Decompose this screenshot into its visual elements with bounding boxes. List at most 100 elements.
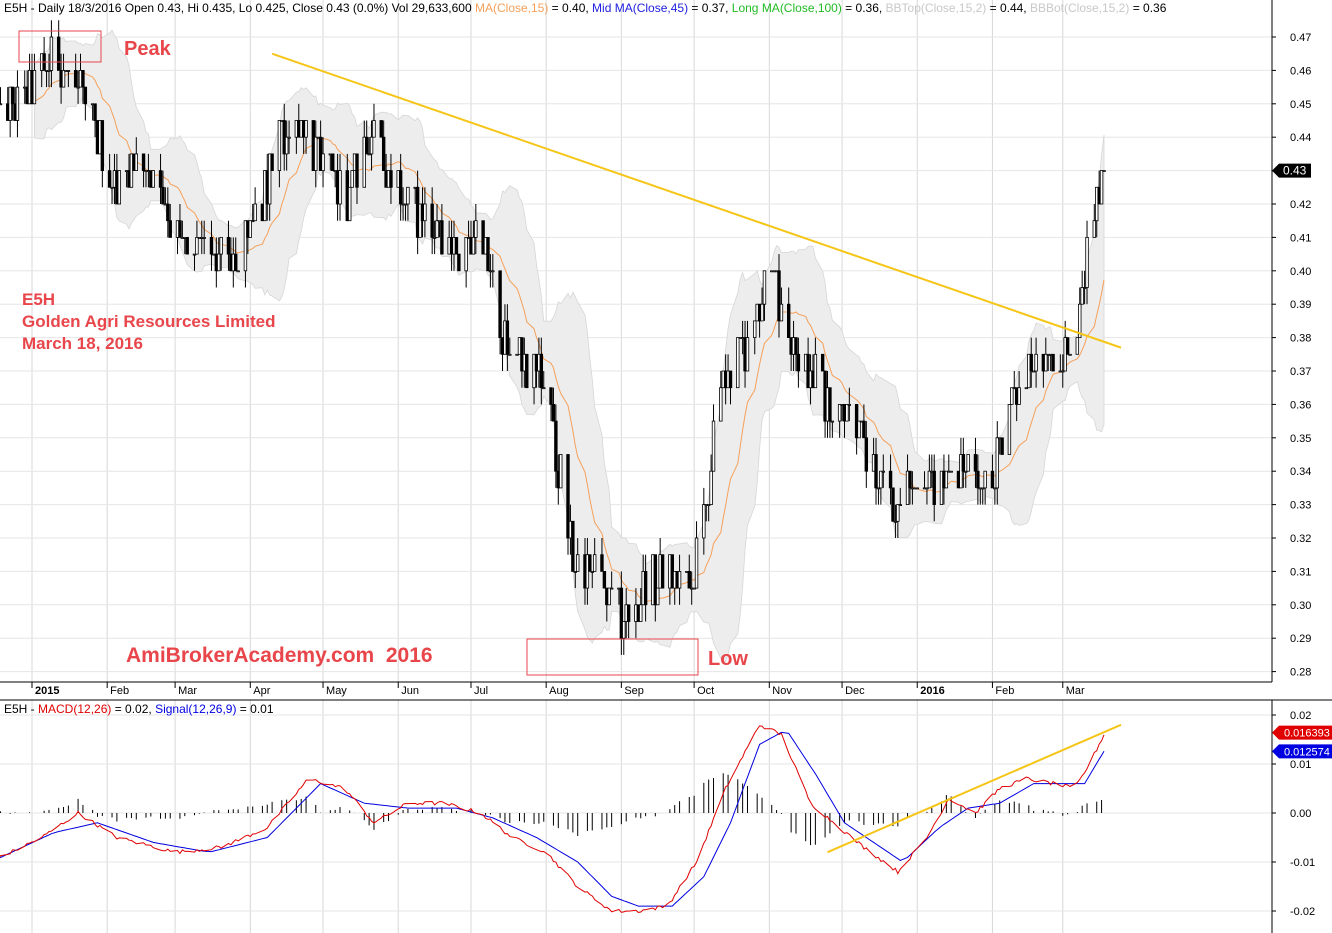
price-bar-body	[454, 236, 459, 255]
company-label: Golden Agri Resources Limited	[22, 312, 275, 331]
price-bar-body	[619, 587, 624, 639]
price-bar-body	[1010, 387, 1014, 405]
price-bar-body	[709, 470, 713, 506]
price-bar-body	[896, 504, 900, 522]
price-bar-body	[1031, 370, 1036, 373]
price-bar-body	[369, 136, 374, 155]
last-price-marker: 0.43	[1272, 163, 1311, 178]
price-bar-body	[559, 454, 563, 489]
price-bar-body	[830, 420, 835, 423]
ma-value: = 0.40,	[548, 1, 592, 15]
bbbot-label: BBBot(Close,15,2)	[1030, 1, 1129, 15]
longma-prefix: Long	[732, 1, 762, 15]
price-bar-body	[828, 387, 832, 422]
price-tick-label: 0.47	[1290, 32, 1311, 44]
price-bar-body	[711, 420, 716, 472]
price-bar-body	[554, 420, 558, 472]
price-bars	[0, 20, 1106, 655]
price-trendline	[271, 52, 1122, 349]
price-bar-body	[219, 236, 223, 255]
price-bar-body	[692, 587, 696, 590]
month-label: Oct	[697, 685, 714, 697]
price-bar-body	[515, 353, 519, 356]
price-bar-body	[694, 537, 699, 589]
price-tick-label: 0.29	[1290, 633, 1311, 645]
price-bar-body	[719, 387, 723, 422]
price-bar-body	[566, 454, 570, 539]
price-bar-body	[592, 554, 597, 572]
price-bar-body	[1024, 387, 1029, 390]
macd-label: MACD(12,26)	[38, 702, 111, 716]
price-bar-body	[270, 153, 274, 171]
price-bar-body	[217, 253, 221, 272]
bbtop-value: = 0.44,	[986, 1, 1030, 15]
signal-label: Signal(12,26,9)	[155, 702, 236, 716]
price-tick-label: 0.46	[1290, 65, 1311, 77]
price-bar-body	[486, 236, 490, 272]
price-bar-body	[702, 504, 706, 539]
price-tick-label: 0.40	[1290, 266, 1311, 278]
price-bar-body	[32, 70, 37, 105]
price-bar-body	[432, 236, 437, 239]
price-bar-body	[1061, 370, 1065, 373]
month-label: Dec	[845, 685, 865, 697]
price-bar-body	[706, 504, 711, 507]
price-bar-body	[398, 170, 403, 205]
month-label: 2016	[920, 685, 944, 697]
price-bar-body	[457, 253, 461, 272]
price-bar-body	[464, 236, 468, 272]
price-bar-body	[49, 36, 54, 71]
watermark-label: AmiBrokerAcademy.com 2016	[126, 644, 433, 667]
price-bar-body	[1000, 437, 1004, 455]
price-bar-body	[551, 403, 556, 422]
price-bar-body	[505, 320, 510, 355]
midma-label: MA(Close,45)	[615, 1, 688, 15]
price-bar-body	[236, 270, 240, 273]
low-box	[526, 638, 699, 676]
price-bar-body	[762, 270, 767, 305]
price-bar-body	[864, 437, 869, 472]
price-bar-body	[787, 303, 791, 339]
price-header: E5H - Daily 18/3/2016 Open 0.43, Hi 0.43…	[4, 1, 1167, 15]
price-tick-label: 0.39	[1290, 299, 1311, 311]
date-axis-labels: 2015 Feb Mar Apr May Jun Jul Aug Sep Oct Nov Dec 201…	[31, 682, 1085, 697]
price-bar-body	[961, 454, 966, 472]
price-bar-body	[539, 353, 544, 389]
price-bar-body	[1017, 387, 1021, 405]
price-bar-body	[796, 353, 801, 372]
price-bar-body	[141, 153, 146, 171]
price-bar-body	[117, 170, 122, 205]
price-axis-ticks: 0.47 0.46 0.45 0.44 0.43 0.42 0.41 0.40 0.39 0.38…	[1272, 32, 1311, 679]
price-bar-body	[602, 571, 607, 589]
month-label: 2015	[35, 685, 59, 697]
price-bar-body	[1080, 287, 1084, 305]
price-bar-body	[862, 420, 866, 439]
price-bar-body	[403, 203, 408, 206]
price-bar-body	[287, 136, 291, 139]
month-label: Mar	[178, 685, 197, 697]
price-bar-body	[321, 153, 325, 171]
price-bar-body	[83, 86, 88, 105]
price-bar-body	[362, 136, 366, 188]
price-bar-body	[656, 587, 660, 606]
signal-value: = 0.01	[236, 702, 273, 716]
signal-last-value: 0.012574	[1284, 746, 1330, 758]
peak-box	[18, 30, 102, 63]
price-bar-body	[932, 470, 936, 506]
price-bar-body	[209, 236, 214, 255]
price-bar-body	[234, 253, 238, 272]
price-bar-body	[643, 571, 648, 606]
price-bar-body	[474, 220, 478, 238]
price-bar-body	[389, 170, 393, 188]
price-bar-body	[576, 554, 580, 572]
price-bar-body	[284, 136, 289, 155]
price-bar-body	[1044, 353, 1048, 372]
price-bar-body	[847, 403, 852, 406]
price-bar-body	[423, 203, 427, 222]
price-tick-label: 0.35	[1290, 433, 1311, 445]
price-tick-label: 0.42	[1290, 199, 1311, 211]
macd-value: = 0.02,	[111, 702, 155, 716]
price-bar-body	[440, 220, 444, 255]
